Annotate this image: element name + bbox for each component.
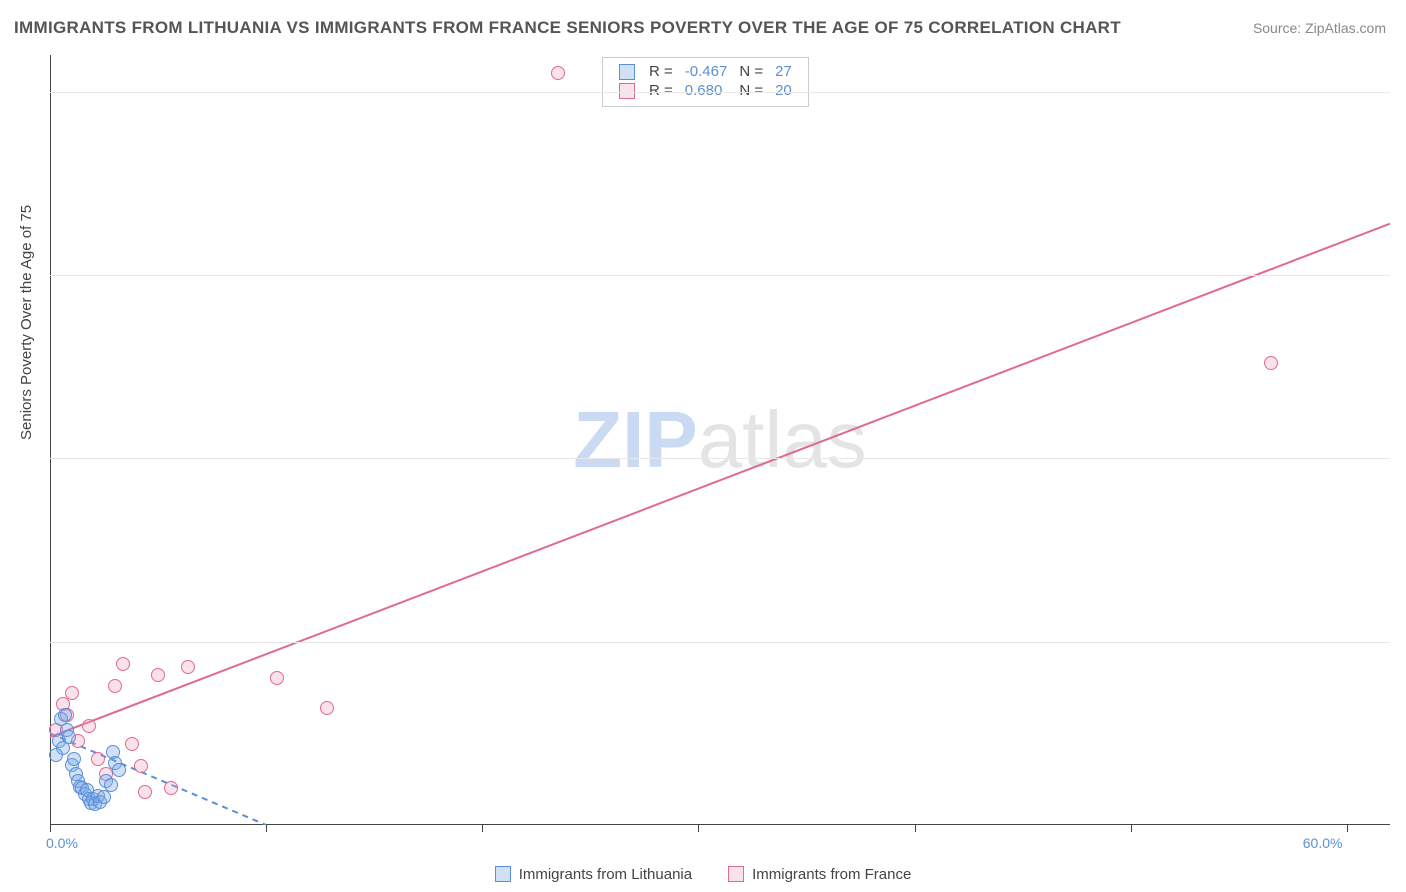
n-value: 27 (769, 62, 798, 81)
chart-title: IMMIGRANTS FROM LITHUANIA VS IMMIGRANTS … (14, 18, 1121, 38)
trend-lines-svg (50, 55, 1390, 825)
y-axis-line (50, 55, 51, 825)
n-label: N = (733, 81, 769, 100)
data-point-france (134, 759, 148, 773)
r-label: R = (643, 81, 679, 100)
x-tick-label: 0.0% (46, 835, 78, 851)
stats-legend: R =-0.467N =27R = 0.680N =20 (602, 57, 809, 107)
watermark-part-1: ZIP (573, 395, 697, 484)
data-point-france (1264, 356, 1278, 370)
data-point-france (164, 781, 178, 795)
legend-swatch (728, 866, 744, 882)
data-point-france (125, 737, 139, 751)
r-value: -0.467 (679, 62, 734, 81)
data-point-france (551, 66, 565, 80)
data-point-france (320, 701, 334, 715)
x-tick-label: 60.0% (1303, 835, 1343, 851)
x-tick (266, 825, 267, 832)
x-tick (1347, 825, 1348, 832)
r-label: R = (643, 62, 679, 81)
bottom-legend: Immigrants from Lithuania Immigrants from… (0, 866, 1406, 887)
x-tick (482, 825, 483, 832)
data-point-france (108, 679, 122, 693)
data-point-lithuania (62, 730, 76, 744)
data-point-lithuania (97, 790, 111, 804)
stats-table: R =-0.467N =27R = 0.680N =20 (613, 62, 798, 100)
data-point-lithuania (58, 708, 72, 722)
data-point-france (270, 671, 284, 685)
n-label: N = (733, 62, 769, 81)
n-value: 20 (769, 81, 798, 100)
plot-area: ZIPatlas R =-0.467N =27R = 0.680N =20 25… (50, 55, 1390, 825)
x-tick (1131, 825, 1132, 832)
source-attribution: Source: ZipAtlas.com (1253, 20, 1386, 36)
x-tick (698, 825, 699, 832)
gridline-h (50, 275, 1390, 276)
data-point-france (151, 668, 165, 682)
x-tick (915, 825, 916, 832)
watermark: ZIPatlas (573, 394, 866, 486)
y-tick-label: 25.0% (1400, 648, 1406, 664)
trend-line (50, 224, 1390, 737)
x-axis-line (50, 824, 1390, 825)
data-point-france (181, 660, 195, 674)
data-point-france (116, 657, 130, 671)
legend-item: Immigrants from Lithuania (495, 866, 692, 883)
data-point-france (91, 752, 105, 766)
data-point-france (82, 719, 96, 733)
stats-row: R = 0.680N =20 (613, 81, 798, 100)
data-point-lithuania (104, 778, 118, 792)
legend-label: Immigrants from France (752, 866, 911, 883)
data-point-france (65, 686, 79, 700)
legend-item: Immigrants from France (728, 866, 911, 883)
data-point-lithuania (67, 752, 81, 766)
legend-swatch (495, 866, 511, 882)
stats-row: R =-0.467N =27 (613, 62, 798, 81)
y-tick-label: 100.0% (1400, 98, 1406, 114)
legend-label: Immigrants from Lithuania (519, 866, 692, 883)
y-tick-label: 75.0% (1400, 281, 1406, 297)
gridline-h (50, 458, 1390, 459)
gridline-h (50, 642, 1390, 643)
watermark-part-2: atlas (698, 395, 867, 484)
source-label: Source: (1253, 20, 1305, 36)
r-value: 0.680 (679, 81, 734, 100)
gridline-h (50, 92, 1390, 93)
y-tick-label: 50.0% (1400, 464, 1406, 480)
y-axis-title: Seniors Poverty Over the Age of 75 (18, 205, 35, 440)
x-tick (50, 825, 51, 832)
data-point-france (138, 785, 152, 799)
legend-swatch (619, 64, 635, 80)
data-point-lithuania (49, 748, 63, 762)
data-point-lithuania (112, 763, 126, 777)
source-value: ZipAtlas.com (1305, 20, 1386, 36)
